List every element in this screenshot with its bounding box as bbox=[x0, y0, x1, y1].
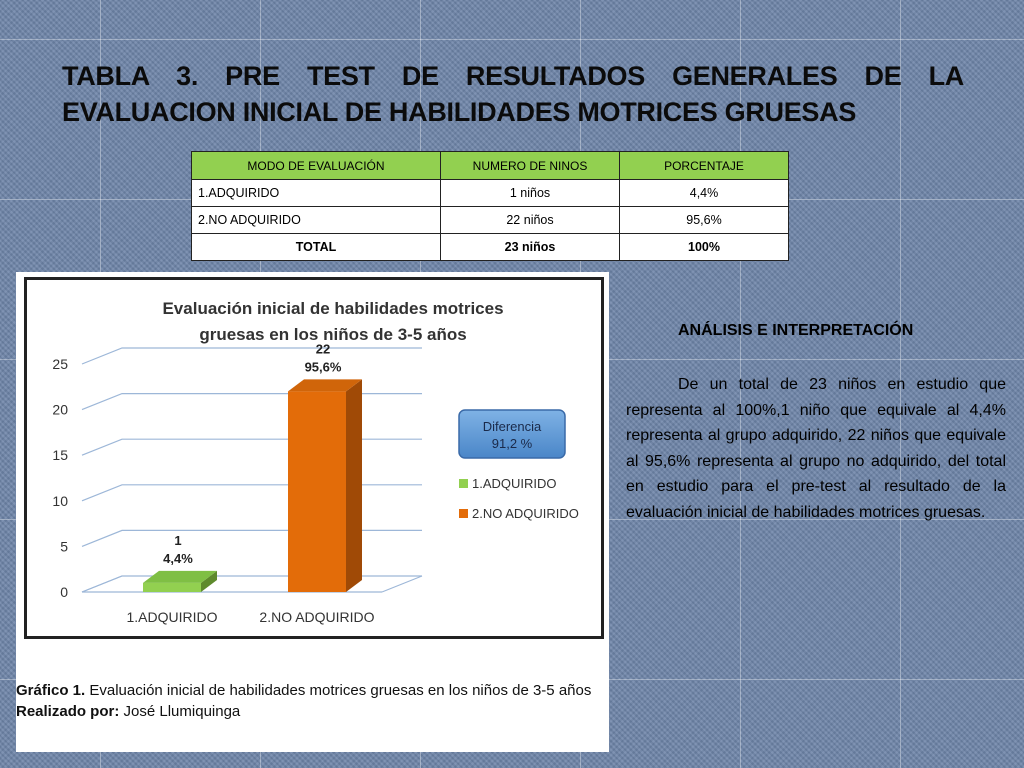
header-modo: MODO DE EVALUACIÓN bbox=[191, 151, 441, 180]
row-percent: 4,4% bbox=[619, 179, 789, 207]
y-tick-label: 10 bbox=[52, 493, 68, 509]
y-axis: 0 5 10 15 20 25 bbox=[52, 356, 68, 600]
slide-title: TABLA 3. PRE TEST DE RESULTADOS GENERALE… bbox=[62, 61, 964, 127]
chart-title-line-1: Evaluación inicial de habilidades motric… bbox=[162, 299, 503, 318]
y-tick-label: 25 bbox=[52, 356, 68, 372]
header-porcentaje: PORCENTAJE bbox=[619, 151, 789, 180]
table-row: 1.ADQUIRIDO 1 niños 4,4% bbox=[191, 179, 789, 207]
difference-line-2: 91,2 % bbox=[492, 436, 533, 451]
x-category-label: 1.ADQUIRIDO bbox=[126, 609, 217, 625]
chart-caption: Gráfico 1. Evaluación inicial de habilid… bbox=[16, 680, 601, 722]
bar-side bbox=[201, 570, 217, 592]
analysis-body: De un total de 23 niños en estudio que r… bbox=[626, 376, 1006, 521]
row-count: 22 niños bbox=[440, 206, 620, 234]
bar-front bbox=[288, 391, 346, 592]
chart-grid bbox=[81, 347, 423, 593]
difference-line-1: Diferencia bbox=[483, 419, 542, 434]
data-label-percent: 4,4% bbox=[163, 551, 193, 566]
bar-top bbox=[143, 570, 217, 583]
row-percent: 95,6% bbox=[619, 206, 789, 234]
table-header-row: MODO DE EVALUACIÓN NUMERO DE NINOS PORCE… bbox=[191, 151, 789, 180]
y-tick-label: 5 bbox=[60, 538, 68, 554]
difference-callout: Diferencia 91,2 % bbox=[458, 409, 566, 459]
total-percent: 100% bbox=[619, 233, 789, 261]
table-total-row: TOTAL 23 niños 100% bbox=[191, 233, 789, 261]
data-label-count: 22 bbox=[316, 341, 330, 356]
legend-swatch-adquirido bbox=[459, 479, 468, 488]
chart-title-line-2: gruesas en los niños de 3-5 años bbox=[199, 325, 466, 344]
analysis-heading: ANÁLISIS E INTERPRETACIÓN bbox=[678, 322, 914, 339]
caption-text: Evaluación inicial de habilidades motric… bbox=[89, 682, 592, 699]
caption-label: Gráfico 1. bbox=[16, 682, 86, 699]
y-tick-label: 0 bbox=[60, 584, 68, 600]
row-mode: 1.ADQUIRIDO bbox=[191, 179, 441, 207]
data-label-count: 1 bbox=[174, 533, 181, 548]
bar-side bbox=[346, 379, 362, 592]
y-tick-label: 20 bbox=[52, 402, 68, 418]
y-tick-label: 15 bbox=[52, 447, 68, 463]
chart-legend: 1.ADQUIRIDO 2.NO ADQUIRIDO bbox=[459, 476, 579, 521]
data-label-percent: 95,6% bbox=[305, 359, 342, 374]
legend-swatch-no-adquirido bbox=[459, 509, 468, 518]
bar-chart: Evaluación inicial de habilidades motric… bbox=[52, 299, 579, 625]
header-numero: NUMERO DE NINOS bbox=[440, 151, 620, 180]
bar-series bbox=[143, 379, 362, 592]
author-name: José Llumiquinga bbox=[123, 703, 241, 720]
total-label: TOTAL bbox=[191, 233, 441, 261]
row-count: 1 niños bbox=[440, 179, 620, 207]
author-label: Realizado por: bbox=[16, 703, 120, 720]
row-mode: 2.NO ADQUIRIDO bbox=[191, 206, 441, 234]
data-labels: 1 4,4% 22 95,6% bbox=[163, 341, 342, 566]
total-count: 23 niños bbox=[440, 233, 620, 261]
x-axis: 1.ADQUIRIDO 2.NO ADQUIRIDO bbox=[126, 609, 374, 625]
chart-panel: Evaluación inicial de habilidades motric… bbox=[16, 272, 609, 752]
bar-front bbox=[143, 582, 201, 592]
legend-label-adquirido: 1.ADQUIRIDO bbox=[472, 476, 557, 491]
bar-top bbox=[288, 379, 362, 392]
table-row: 2.NO ADQUIRIDO 22 niños 95,6% bbox=[191, 206, 789, 234]
chart-frame: Evaluación inicial de habilidades motric… bbox=[24, 277, 604, 639]
results-table: MODO DE EVALUACIÓN NUMERO DE NINOS PORCE… bbox=[191, 151, 789, 261]
legend-label-no-adquirido: 2.NO ADQUIRIDO bbox=[472, 506, 579, 521]
x-category-label: 2.NO ADQUIRIDO bbox=[259, 609, 374, 625]
